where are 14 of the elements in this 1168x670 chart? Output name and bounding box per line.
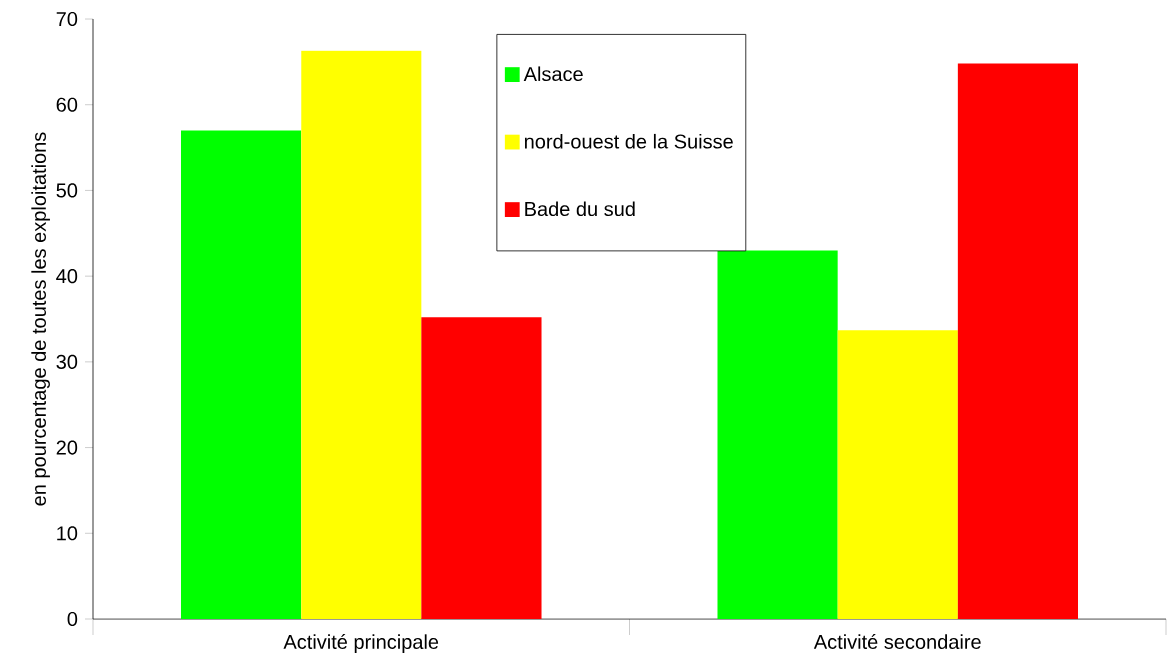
x-tick-label: Activité secondaire [813, 634, 981, 649]
y-tick-label: 30 [56, 354, 78, 369]
legend-label: Bade du sud [525, 201, 635, 217]
legend-label: nord-ouest de la Suisse [524, 133, 733, 149]
y-tick-label: 70 [56, 11, 78, 27]
x-tick-label: Activité principale [283, 634, 439, 653]
y-tick-label: 0 [67, 611, 78, 627]
legend-label: Alsace [523, 66, 583, 82]
y-tick-label: 50 [56, 183, 78, 198]
y-tick-label: 40 [56, 269, 78, 284]
y-tick-label: 20 [56, 440, 78, 455]
y-axis-title: en pourcentage de toutes les exploitations [31, 132, 50, 506]
y-tick-label: 10 [57, 526, 78, 541]
y-tick-label: 60 [56, 97, 78, 112]
